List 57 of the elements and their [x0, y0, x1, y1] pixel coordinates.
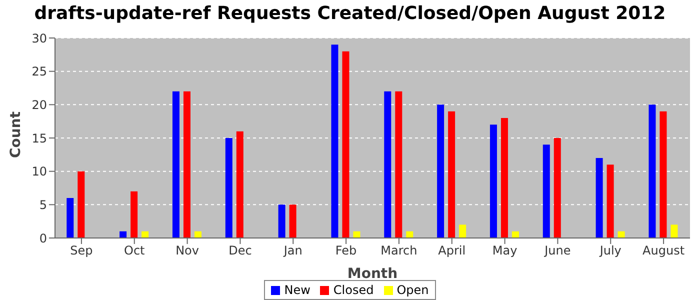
legend-label: New — [283, 283, 310, 297]
bar — [490, 124, 497, 238]
bar — [459, 224, 466, 238]
bar — [395, 91, 402, 238]
bar — [406, 231, 414, 238]
bar — [120, 231, 127, 238]
x-tick-label: Oct — [124, 244, 146, 258]
x-tick-label: June — [544, 244, 571, 258]
x-tick-label: May — [492, 244, 518, 258]
bar — [437, 104, 444, 238]
bar — [500, 118, 508, 238]
bar — [606, 164, 614, 238]
x-tick-label: August — [642, 244, 685, 258]
x-tick-label: Sep — [70, 244, 93, 258]
bar — [542, 144, 550, 238]
x-axis-title: Month — [347, 266, 398, 282]
bar — [660, 111, 667, 238]
x-tick-label: Dec — [228, 244, 252, 258]
bar — [66, 198, 74, 238]
y-tick-label: 0 — [39, 231, 47, 246]
bar — [78, 171, 85, 238]
bar — [554, 138, 561, 238]
bar — [353, 231, 360, 238]
y-tick-label: 25 — [32, 64, 47, 79]
bar — [342, 51, 350, 238]
x-tick-label: April — [438, 244, 466, 258]
chart-title: drafts-update-ref Requests Created/Closed/Open August 2012 — [33, 2, 667, 26]
bar — [183, 91, 190, 238]
x-tick-label: Jan — [282, 244, 302, 258]
y-tick-label: 10 — [32, 164, 47, 179]
y-tick-label: 30 — [32, 31, 47, 46]
bar — [618, 231, 625, 238]
y-tick-label: 20 — [32, 98, 47, 112]
y-tick-label: 15 — [32, 131, 47, 146]
x-tick-label: Nov — [176, 244, 200, 258]
x-tick-label: Feb — [335, 244, 357, 258]
bar — [648, 104, 656, 238]
legend-label: Open — [396, 283, 429, 297]
bar — [130, 191, 138, 238]
bar — [225, 138, 232, 238]
x-tick-label: March — [380, 244, 418, 258]
bar — [236, 131, 244, 238]
bar — [172, 91, 180, 238]
bar — [384, 91, 392, 238]
bar — [289, 204, 296, 238]
bar — [278, 204, 286, 238]
y-tick-label: 5 — [39, 198, 47, 212]
bar — [448, 111, 456, 238]
bar — [142, 231, 149, 238]
bar — [670, 224, 678, 238]
bar — [596, 158, 603, 238]
x-tick-label: July — [598, 244, 622, 258]
bar — [512, 231, 519, 238]
legend-label: Closed — [332, 283, 374, 297]
bar — [194, 231, 202, 238]
bar — [331, 44, 338, 238]
y-axis-title: Count — [8, 111, 24, 158]
